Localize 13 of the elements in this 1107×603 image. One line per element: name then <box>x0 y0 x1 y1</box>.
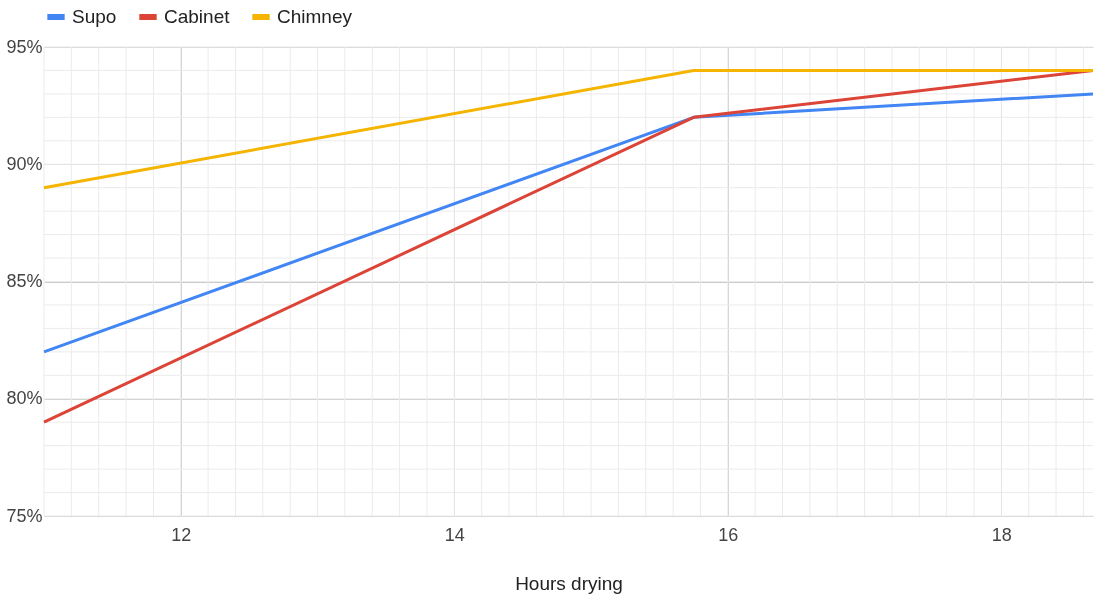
x-tick-label: 14 <box>444 524 465 545</box>
x-tick-label: 16 <box>718 524 739 545</box>
x-tick-label: 12 <box>171 524 192 545</box>
y-tick-label: 75% <box>6 505 43 526</box>
y-tick-label: 80% <box>6 388 43 409</box>
y-tick-label: 95% <box>6 36 43 57</box>
x-tick-label: 18 <box>991 524 1012 545</box>
legend-label: Chimney <box>277 6 353 27</box>
legend-label: Supo <box>72 6 117 27</box>
y-tick-label: 85% <box>6 271 43 291</box>
y-tick-label: 90% <box>6 153 43 174</box>
x-axis-title: Hours drying <box>515 572 623 594</box>
legend-label: Cabinet <box>164 6 231 27</box>
